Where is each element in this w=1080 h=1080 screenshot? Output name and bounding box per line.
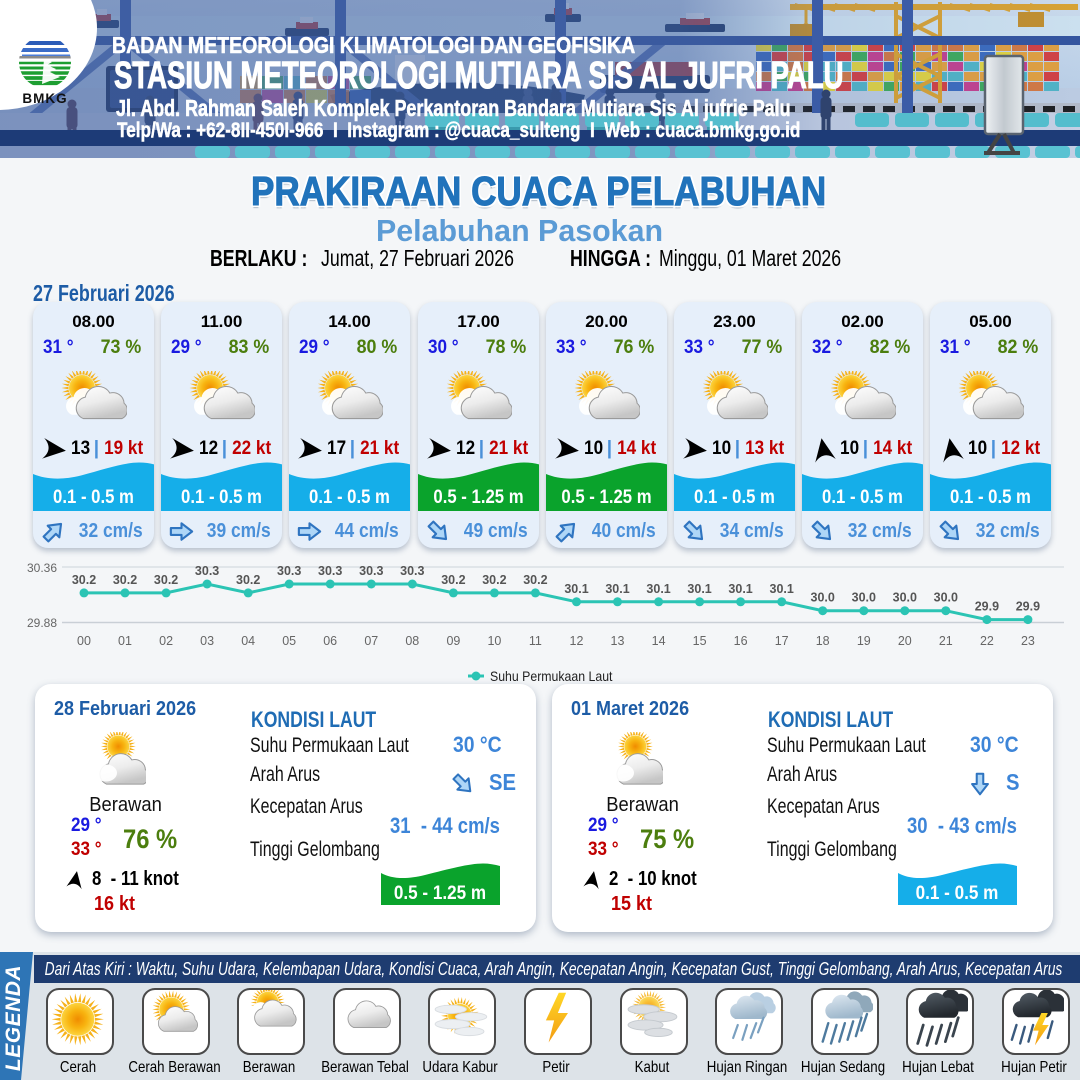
svg-text:30.0: 30.0 — [934, 591, 958, 605]
svg-text:30.2: 30.2 — [236, 573, 260, 587]
svg-text:30.2: 30.2 — [154, 573, 178, 587]
svg-text:29.9: 29.9 — [1016, 600, 1040, 614]
svg-text:30.36: 30.36 — [27, 561, 57, 575]
svg-text:16: 16 — [734, 634, 748, 648]
svg-text:Suhu Permukaan Laut: Suhu Permukaan Laut — [490, 668, 613, 684]
svg-text:05: 05 — [282, 634, 296, 648]
svg-text:08: 08 — [405, 634, 419, 648]
svg-text:30.2: 30.2 — [72, 573, 96, 587]
svg-text:00: 00 — [77, 634, 91, 648]
svg-text:30.3: 30.3 — [318, 564, 342, 578]
svg-text:30.2: 30.2 — [113, 573, 137, 587]
svg-text:30.1: 30.1 — [728, 582, 752, 596]
svg-text:29.88: 29.88 — [27, 616, 57, 630]
svg-text:29.9: 29.9 — [975, 600, 999, 614]
svg-text:30.1: 30.1 — [605, 582, 629, 596]
svg-text:14: 14 — [652, 634, 666, 648]
svg-text:11: 11 — [529, 634, 542, 648]
svg-text:03: 03 — [200, 634, 214, 648]
svg-text:30.1: 30.1 — [770, 582, 794, 596]
svg-text:30.0: 30.0 — [811, 591, 835, 605]
svg-text:21: 21 — [939, 634, 953, 648]
svg-text:30.3: 30.3 — [400, 564, 424, 578]
svg-text:30.2: 30.2 — [523, 573, 547, 587]
svg-text:18: 18 — [816, 634, 830, 648]
svg-text:BMKG: BMKG — [22, 91, 67, 106]
svg-text:30.1: 30.1 — [646, 582, 670, 596]
svg-text:04: 04 — [241, 634, 255, 648]
svg-text:06: 06 — [323, 634, 337, 648]
svg-text:30.1: 30.1 — [687, 582, 711, 596]
svg-text:30.2: 30.2 — [441, 573, 465, 587]
svg-text:30.3: 30.3 — [195, 564, 219, 578]
svg-text:30.3: 30.3 — [359, 564, 383, 578]
svg-text:09: 09 — [446, 634, 460, 648]
svg-text:30.2: 30.2 — [482, 573, 506, 587]
svg-text:07: 07 — [364, 634, 378, 648]
svg-text:23: 23 — [1021, 634, 1035, 648]
svg-text:02: 02 — [159, 634, 173, 648]
svg-text:30.0: 30.0 — [852, 591, 876, 605]
svg-text:30.1: 30.1 — [564, 582, 588, 596]
svg-text:30.0: 30.0 — [893, 591, 917, 605]
svg-text:17: 17 — [775, 634, 789, 648]
svg-text:15: 15 — [693, 634, 707, 648]
svg-text:20: 20 — [898, 634, 912, 648]
svg-text:22: 22 — [980, 634, 994, 648]
svg-text:10: 10 — [487, 634, 501, 648]
svg-text:30.3: 30.3 — [277, 564, 301, 578]
svg-text:0.5 - 1.25 m: 0.5 - 1.25 m — [394, 882, 486, 903]
svg-text:01: 01 — [118, 634, 132, 648]
svg-text:19: 19 — [857, 634, 871, 648]
svg-text:13: 13 — [611, 634, 625, 648]
svg-text:12: 12 — [570, 634, 584, 648]
svg-text:0.1 - 0.5 m: 0.1 - 0.5 m — [916, 882, 999, 903]
